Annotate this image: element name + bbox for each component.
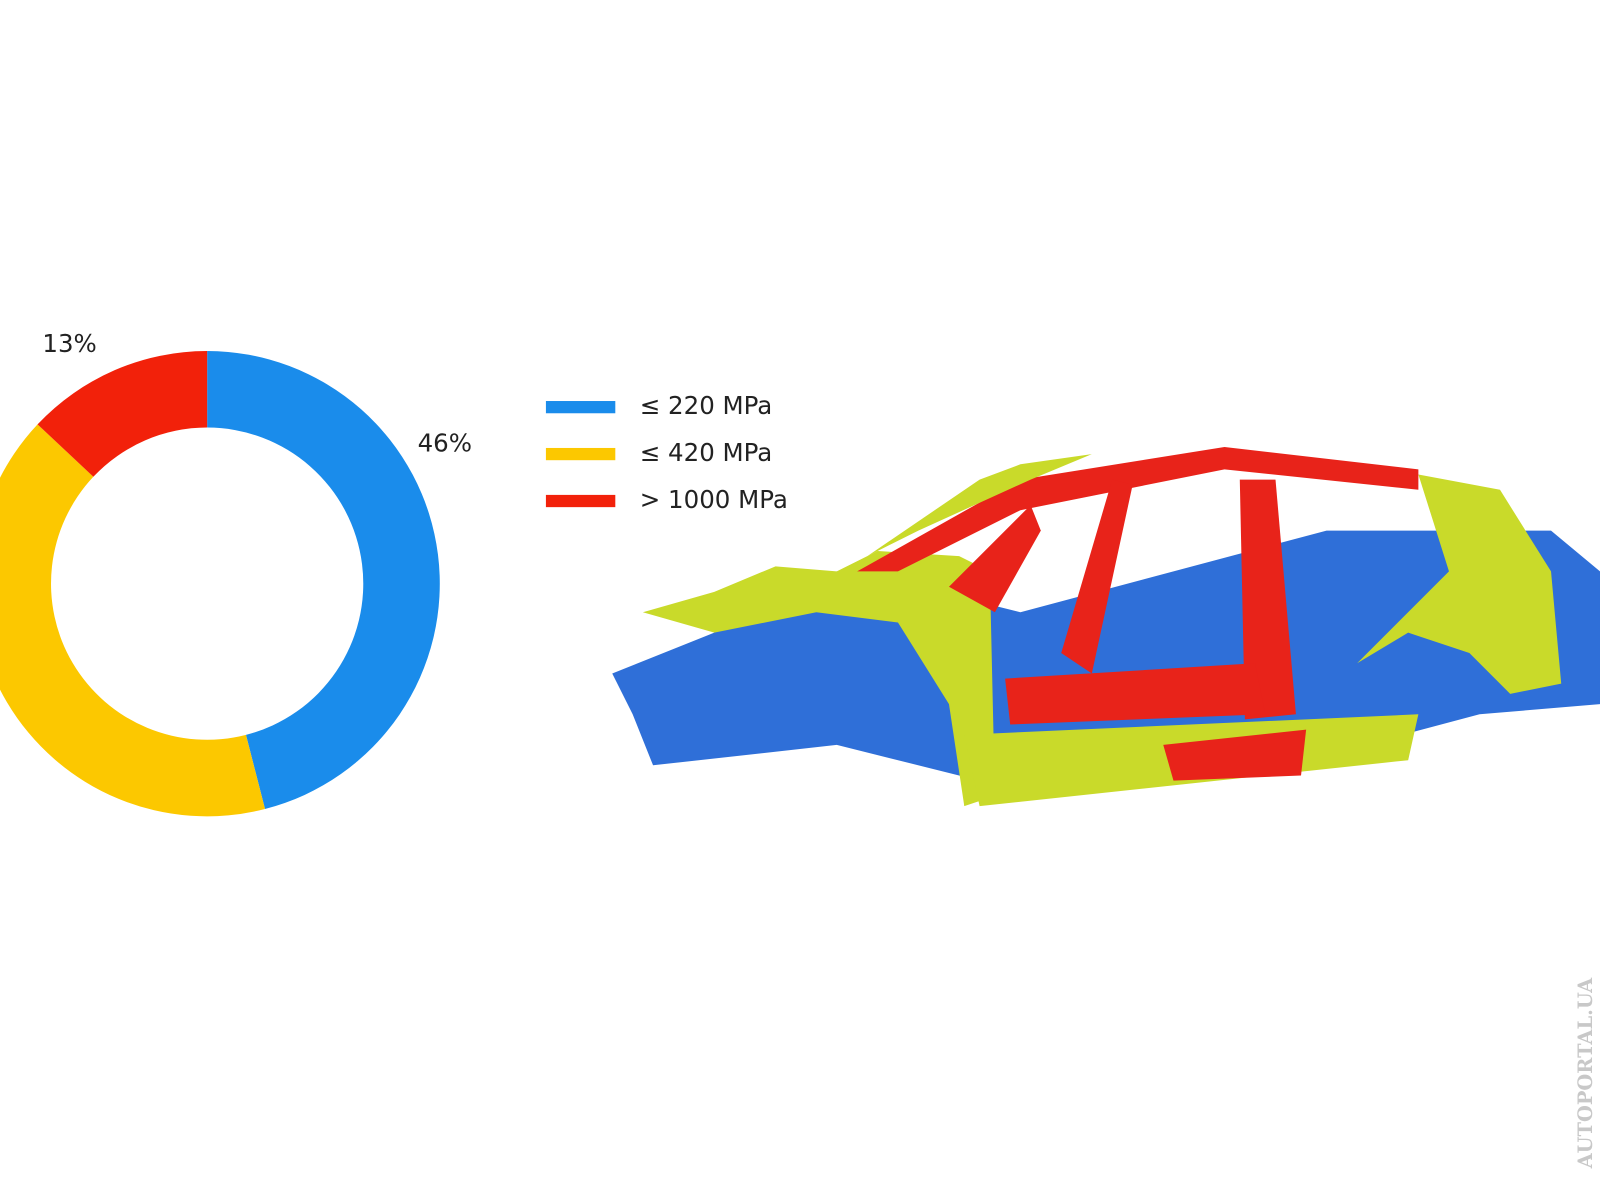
car-red-a-pillar — [948, 505, 1041, 613]
car-red-sill — [1163, 729, 1307, 781]
donut-segment — [207, 351, 440, 810]
legend-swatch — [545, 494, 616, 508]
data-label: 13% — [42, 329, 96, 358]
donut-segment — [0, 424, 266, 817]
legend-swatch — [545, 447, 616, 461]
watermark: AUTOPORTAL.UA — [1574, 977, 1597, 1169]
car-body-illustration — [612, 446, 1600, 807]
legend-label: ≤ 220 MPa — [640, 391, 773, 420]
car-yellow-rear — [1357, 474, 1562, 694]
donut-segment — [37, 351, 208, 477]
car-red-c-pillar — [1239, 479, 1296, 720]
data-label: 46% — [418, 428, 472, 457]
car-red-floor — [1005, 663, 1266, 725]
car-red-roof — [857, 446, 1419, 572]
legend-swatch — [545, 401, 616, 414]
legend-label: > 1000 MPa — [640, 485, 788, 514]
car-red-b-pillar — [1061, 479, 1133, 674]
legend-label: ≤ 420 MPa — [640, 438, 773, 467]
car-yellow-front — [642, 551, 995, 807]
